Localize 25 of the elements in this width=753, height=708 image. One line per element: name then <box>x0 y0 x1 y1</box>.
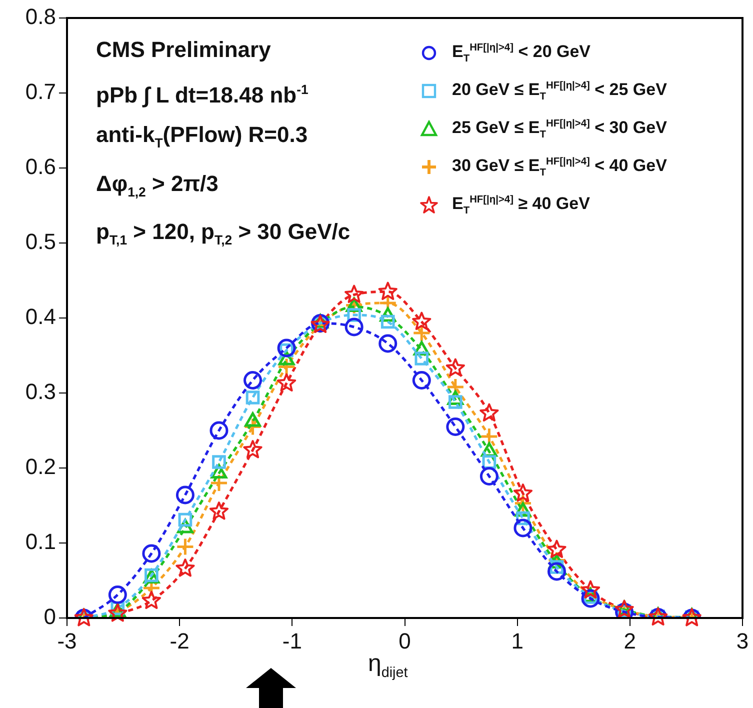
annotation: Δφ$_{1,2}$ > 2π/3 <box>96 170 220 202</box>
annotation: CMS Preliminary <box>96 36 272 64</box>
annotation: pPb ∫ L dt=18.48 nb$^{-1}$ <box>96 81 310 110</box>
x-tick-label: 2 <box>624 628 636 654</box>
annotation: anti-k$_{T}$(PFlow) R=0.3 <box>96 121 309 153</box>
y-tick-label: 0 <box>44 604 56 630</box>
legend-label: 25 GeV ≤ E$_{T}$$^{HF[|η|>4]}$ < 30 GeV <box>452 118 667 140</box>
x-tick-label: 1 <box>511 628 524 654</box>
y-tick-label: 0.6 <box>25 154 56 180</box>
legend-label: E$_{T}$$^{HF[|η|>4]}$ < 20 GeV <box>452 42 591 64</box>
y-tick-label: 0.7 <box>25 79 56 104</box>
annotation: p$_{T,1}$ > 120, p$_{T,2}$ > 30 GeV/c <box>96 218 350 250</box>
x-tick-label: -1 <box>282 628 302 654</box>
x-tick-label: -3 <box>57 628 77 654</box>
y-tick-label: 0.5 <box>25 229 56 254</box>
y-tick-label: 0.2 <box>25 454 56 480</box>
y-tick-label: 0.1 <box>25 529 56 554</box>
x-tick-label: 3 <box>736 628 749 654</box>
y-tick-label: 0.4 <box>25 304 56 330</box>
legend-label: 20 GeV ≤ E$_{T}$$^{HF[|η|>4]}$ < 25 GeV <box>452 80 667 102</box>
legend-label: 30 GeV ≤ E$_{T}$$^{HF[|η|>4]}$ < 40 GeV <box>452 156 667 178</box>
x-tick-label: -2 <box>170 628 190 654</box>
y-tick-label: 0.3 <box>25 379 56 404</box>
legend-label: E$_{T}$$^{HF[|η|>4]}$ ≥ 40 GeV <box>452 194 590 216</box>
y-tick-label: 0.8 <box>25 4 56 30</box>
